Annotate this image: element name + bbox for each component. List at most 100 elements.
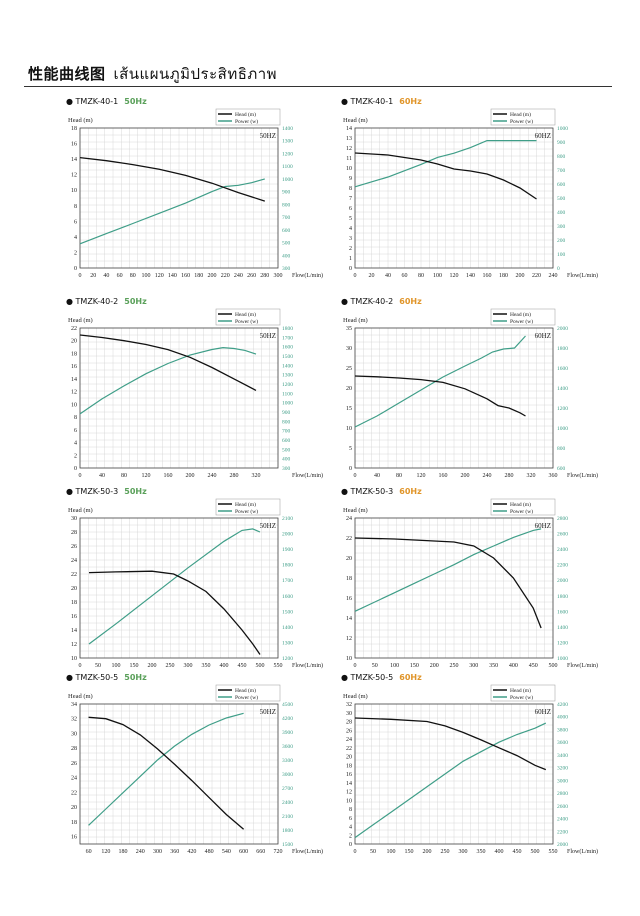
y2-tick-label: 700 bbox=[282, 429, 291, 435]
x-tick-label: 0 bbox=[354, 849, 357, 855]
x-tick-label: 150 bbox=[405, 849, 414, 855]
x-tick-label: 660 bbox=[256, 849, 265, 855]
x-tick-label: 50 bbox=[95, 663, 101, 669]
y-tick-label: 5 bbox=[349, 216, 352, 222]
x-tick-label: 200 bbox=[148, 663, 157, 669]
y2-tick-label: 2800 bbox=[557, 516, 568, 522]
power-curve bbox=[79, 178, 265, 245]
y2-tick-label: 300 bbox=[282, 266, 291, 272]
y-tick-label: 22 bbox=[346, 746, 352, 752]
x-tick-label: 300 bbox=[459, 849, 468, 855]
y2-tick-label: 2800 bbox=[557, 791, 568, 797]
legend-power-label: Power (w) bbox=[235, 318, 258, 325]
y2-tick-label: 1800 bbox=[557, 594, 568, 600]
y2-tick-label: 600 bbox=[282, 228, 291, 234]
frequency-annotation: 60HZ bbox=[535, 522, 551, 530]
model-label: ● TMZK-40-1 bbox=[341, 97, 394, 106]
y-tick-label: 10 bbox=[346, 656, 352, 662]
y2-tick-label: 2200 bbox=[557, 563, 568, 569]
x-tick-label: 250 bbox=[450, 663, 459, 669]
x-tick-label: 200 bbox=[430, 663, 439, 669]
x-tick-label: 720 bbox=[274, 849, 283, 855]
x-tick-label: 250 bbox=[441, 849, 450, 855]
frequency-label: 60Hz bbox=[399, 97, 422, 106]
x-tick-label: 350 bbox=[477, 849, 486, 855]
model-label: ● TMZK-40-1 bbox=[66, 97, 119, 106]
x-tick-label: 80 bbox=[130, 273, 136, 279]
y2-tick-label: 1000 bbox=[282, 401, 293, 407]
y2-tick-label: 1700 bbox=[282, 578, 293, 584]
y-tick-label: 30 bbox=[346, 711, 352, 717]
chart-title: ● TMZK-40-1 60Hz bbox=[341, 97, 422, 106]
y-tick-label: 4 bbox=[349, 226, 352, 232]
x-tick-label: 0 bbox=[354, 473, 357, 479]
y-tick-label: 18 bbox=[346, 763, 352, 769]
y2-tick-label: 1400 bbox=[282, 363, 293, 369]
x-tick-label: 240 bbox=[208, 473, 217, 479]
x-tick-label: 540 bbox=[222, 849, 231, 855]
chart-svg: 60 120 180 240 300 360 420 480 540 600 660 720 16 18 2… bbox=[68, 684, 323, 855]
y2-tick-label: 3000 bbox=[282, 772, 293, 778]
y2-tick-label: 1200 bbox=[282, 656, 293, 662]
legend-power-label: Power (w) bbox=[510, 508, 533, 515]
y-tick-label: 1 bbox=[349, 256, 352, 262]
y2-tick-label: 1600 bbox=[282, 345, 293, 351]
frequency-label: 50Hz bbox=[124, 673, 147, 682]
y2-tick-label: 800 bbox=[282, 419, 291, 425]
y-tick-label: 12 bbox=[71, 173, 77, 179]
y-tick-label: 28 bbox=[346, 720, 352, 726]
x-tick-label: 300 bbox=[469, 663, 478, 669]
x-tick-label: 120 bbox=[417, 473, 426, 479]
y2-tick-label: 2400 bbox=[557, 817, 568, 823]
y2-tick-label: 3600 bbox=[282, 744, 293, 750]
y-tick-label: 8 bbox=[349, 186, 352, 192]
head-curve bbox=[354, 537, 542, 629]
frequency-label: 50Hz bbox=[124, 97, 147, 106]
x-tick-label: 120 bbox=[142, 473, 151, 479]
x-tick-label: 200 bbox=[208, 273, 217, 279]
x-tick-label: 0 bbox=[354, 273, 357, 279]
y-tick-label: 20 bbox=[346, 386, 352, 392]
chart-panel-50-3-60hz: ● TMZK-50-3 60Hz 0 50 100 150 200 250 300 350 400 4… bbox=[335, 487, 625, 690]
y-tick-label: 24 bbox=[346, 516, 352, 522]
x-tick-label: 450 bbox=[529, 663, 538, 669]
x-tick-label: 100 bbox=[433, 273, 442, 279]
y2-tick-label: 1200 bbox=[282, 151, 293, 157]
head-curve bbox=[79, 334, 257, 391]
y-tick-label: 18 bbox=[71, 820, 77, 826]
y-tick-label: 12 bbox=[346, 790, 352, 796]
y2-tick-label: 1000 bbox=[557, 426, 568, 432]
x-tick-label: 180 bbox=[194, 273, 203, 279]
x-tick-label: 250 bbox=[166, 663, 175, 669]
frequency-label: 60Hz bbox=[399, 297, 422, 306]
y-tick-label: 26 bbox=[346, 728, 352, 734]
y2-tick-label: 1300 bbox=[282, 139, 293, 145]
y-tick-label: 0 bbox=[349, 842, 352, 848]
y2-tick-label: 2000 bbox=[282, 532, 293, 538]
y2-tick-label: 1200 bbox=[557, 640, 568, 646]
power-curve bbox=[88, 528, 261, 645]
power-curve bbox=[88, 712, 244, 826]
head-curve bbox=[88, 570, 261, 655]
y-tick-label: 2 bbox=[349, 246, 352, 252]
y-tick-label: 18 bbox=[346, 576, 352, 582]
y-axis-label: Head (m) bbox=[343, 693, 368, 700]
y-tick-label: 35 bbox=[346, 326, 352, 332]
y2-tick-label: 2200 bbox=[557, 829, 568, 835]
x-tick-label: 240 bbox=[234, 273, 243, 279]
y2-tick-label: 1000 bbox=[557, 656, 568, 662]
legend-head-label: Head (m) bbox=[510, 311, 531, 318]
y2-tick-label: 600 bbox=[557, 466, 566, 472]
y-tick-label: 16 bbox=[346, 772, 352, 778]
x-tick-label: 240 bbox=[549, 273, 558, 279]
y-tick-label: 10 bbox=[71, 656, 77, 662]
y-tick-label: 6 bbox=[74, 219, 77, 225]
y-tick-label: 6 bbox=[74, 428, 77, 434]
x-tick-label: 500 bbox=[256, 663, 265, 669]
y2-tick-label: 3400 bbox=[557, 753, 568, 759]
y2-tick-label: 3600 bbox=[557, 740, 568, 746]
y2-tick-label: 2600 bbox=[557, 804, 568, 810]
y-tick-label: 20 bbox=[346, 755, 352, 761]
y-tick-label: 20 bbox=[71, 586, 77, 592]
chart-svg: 0 20 40 60 80 100 120 140 160 180 200 220 240 260 280 3… bbox=[68, 108, 323, 279]
